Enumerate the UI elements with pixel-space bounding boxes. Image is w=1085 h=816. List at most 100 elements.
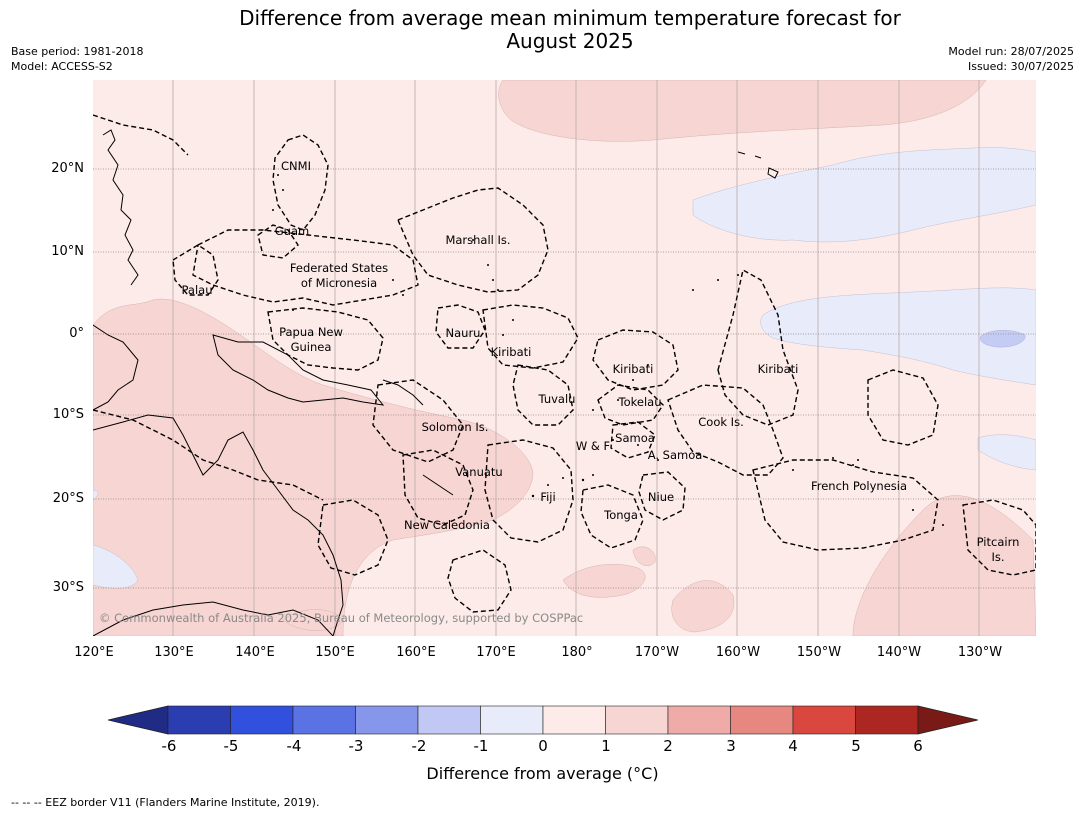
label-png: Papua New Guinea	[279, 325, 343, 355]
colorbar-tick: -3	[348, 737, 364, 755]
cool-region-east-1	[977, 434, 1036, 471]
eez-niue	[638, 471, 686, 521]
label-tokelau: Tokelau	[618, 395, 662, 409]
coast-australia	[93, 414, 344, 636]
header-right: Model run: 28/07/2025 Issued: 30/07/2025	[948, 44, 1074, 74]
label-french-polynesia: French Polynesia	[810, 479, 908, 493]
lon-label-170w: 170°W	[634, 645, 680, 660]
eez-png-png	[267, 307, 384, 371]
lon-label-150e: 150°E	[315, 645, 355, 660]
colorbar-label: Difference from average (°C)	[0, 764, 1085, 784]
eez-kiribati-c	[592, 329, 679, 391]
warm-region-island-1	[562, 564, 646, 598]
cold-region	[980, 330, 1026, 348]
colorbar-tick: 0	[538, 737, 548, 755]
label-kiribati-east: Kiribati	[757, 362, 799, 376]
eez-kiribati-w	[482, 304, 579, 369]
label-vanuatu: Vanuatu	[455, 465, 503, 479]
lon-label-140w: 140°W	[876, 645, 922, 660]
label-kiribati-central: Kiribati	[612, 362, 654, 376]
colorbar-tick: 3	[726, 737, 736, 755]
colorbar	[108, 705, 978, 735]
colorbar-swatch-12	[855, 705, 919, 735]
label-png-line1: Papua New	[279, 325, 343, 339]
lon-label-140e: 140°E	[235, 645, 275, 660]
eez-guam	[257, 224, 299, 259]
coast-philippines	[102, 129, 139, 286]
colorbar-swatch-5	[417, 705, 481, 735]
colorbar-swatch-1	[167, 705, 231, 735]
coast-new-caledonia	[422, 474, 454, 496]
lon-label-150w: 150°W	[796, 645, 842, 660]
eez-french-polynesia	[752, 459, 939, 551]
map-panel[interactable]: CNMI Guam Marshall Is. Federated States …	[93, 80, 1036, 636]
colorbar-swatch-4	[355, 705, 419, 735]
colorbar-swatch-6	[480, 705, 544, 735]
eez-norfolk	[447, 549, 512, 613]
label-palau: Palau	[181, 283, 213, 297]
warm-region-island-2	[632, 546, 656, 566]
lon-label-120e: 120°E	[74, 645, 114, 660]
lon-label-160e: 160°E	[396, 645, 436, 660]
label-american-samoa: A. Samoa	[647, 448, 703, 462]
lat-label-10s: 10°S	[52, 407, 84, 422]
eez-new-caledonia	[317, 499, 389, 576]
label-wallis-futuna: W & F	[575, 439, 611, 453]
colorbar-swatch-above	[917, 705, 978, 735]
eez-fiji	[484, 439, 574, 543]
label-nauru: Nauru	[445, 326, 481, 340]
lon-label-170e: 170°E	[476, 645, 516, 660]
lat-label-30s: 30°S	[52, 580, 84, 595]
label-samoa: Samoa	[615, 431, 655, 445]
label-marshall: Marshall Is.	[445, 233, 511, 247]
warm-region-south-2	[282, 609, 344, 631]
label-fsm: Federated States of Micronesia	[290, 261, 388, 291]
colorbar-tick: 5	[851, 737, 861, 755]
eez-cnmi	[272, 134, 329, 231]
coast-borneo	[93, 324, 139, 411]
colorbar-tick: 4	[788, 737, 798, 755]
label-tuvalu: Tuvalu	[538, 392, 576, 406]
eez-marshall	[397, 187, 549, 293]
eez-tonga	[580, 484, 644, 549]
base-period: Base period: 1981-2018	[11, 45, 144, 58]
label-png-line2: Guinea	[290, 340, 332, 354]
copyright-notice: © Commonwealth of Australia 2025, Bureau…	[99, 611, 584, 625]
eez-nauru	[435, 304, 486, 349]
lon-label-130w: 130°W	[957, 645, 1003, 660]
label-fsm-line2: of Micronesia	[300, 276, 378, 290]
coast-hawaii	[737, 151, 779, 179]
colorbar-tick: -1	[473, 737, 489, 755]
colorbar-tick: -2	[411, 737, 427, 755]
warm-region-southeast	[852, 495, 1036, 636]
warm-region-west	[93, 298, 534, 636]
lat-label-0: 0°	[69, 326, 84, 341]
label-guam: Guam	[274, 224, 310, 238]
eez-solomon	[372, 379, 464, 463]
colorbar-swatch-2	[230, 705, 294, 735]
colorbar-swatch-8	[605, 705, 669, 735]
model-run: Model run: 28/07/2025	[948, 45, 1074, 58]
lat-label-10n: 10°N	[51, 244, 84, 259]
cool-region-equatorial	[760, 287, 1036, 386]
eez-philippines	[93, 114, 189, 156]
issued-date: Issued: 30/07/2025	[967, 60, 1074, 73]
warm-region-north	[498, 80, 987, 142]
header-left: Base period: 1981-2018 Model: ACCESS-S2	[11, 44, 143, 74]
map-canvas	[93, 80, 1036, 636]
label-pitcairn-line1: Pitcairn	[976, 535, 1020, 549]
lon-label-180: 180°	[561, 645, 593, 660]
warm-region-south-1	[671, 580, 735, 633]
label-cnmi: CNMI	[281, 159, 311, 173]
label-kiribati-west: Kiribati	[490, 345, 532, 359]
cool-region-north	[692, 147, 1036, 243]
lon-label-160w: 160°W	[715, 645, 761, 660]
eez-aus-coral	[93, 409, 324, 501]
colorbar-tick: -4	[286, 737, 302, 755]
coast-solomon	[382, 379, 424, 406]
map-title: Difference from average mean minimum tem…	[0, 7, 1085, 53]
label-pitcairn: Pitcairn Is.	[977, 535, 1020, 565]
label-fiji: Fiji	[540, 490, 556, 504]
colorbar-tick: -6	[161, 737, 177, 755]
title-line-2: August 2025	[506, 29, 634, 53]
